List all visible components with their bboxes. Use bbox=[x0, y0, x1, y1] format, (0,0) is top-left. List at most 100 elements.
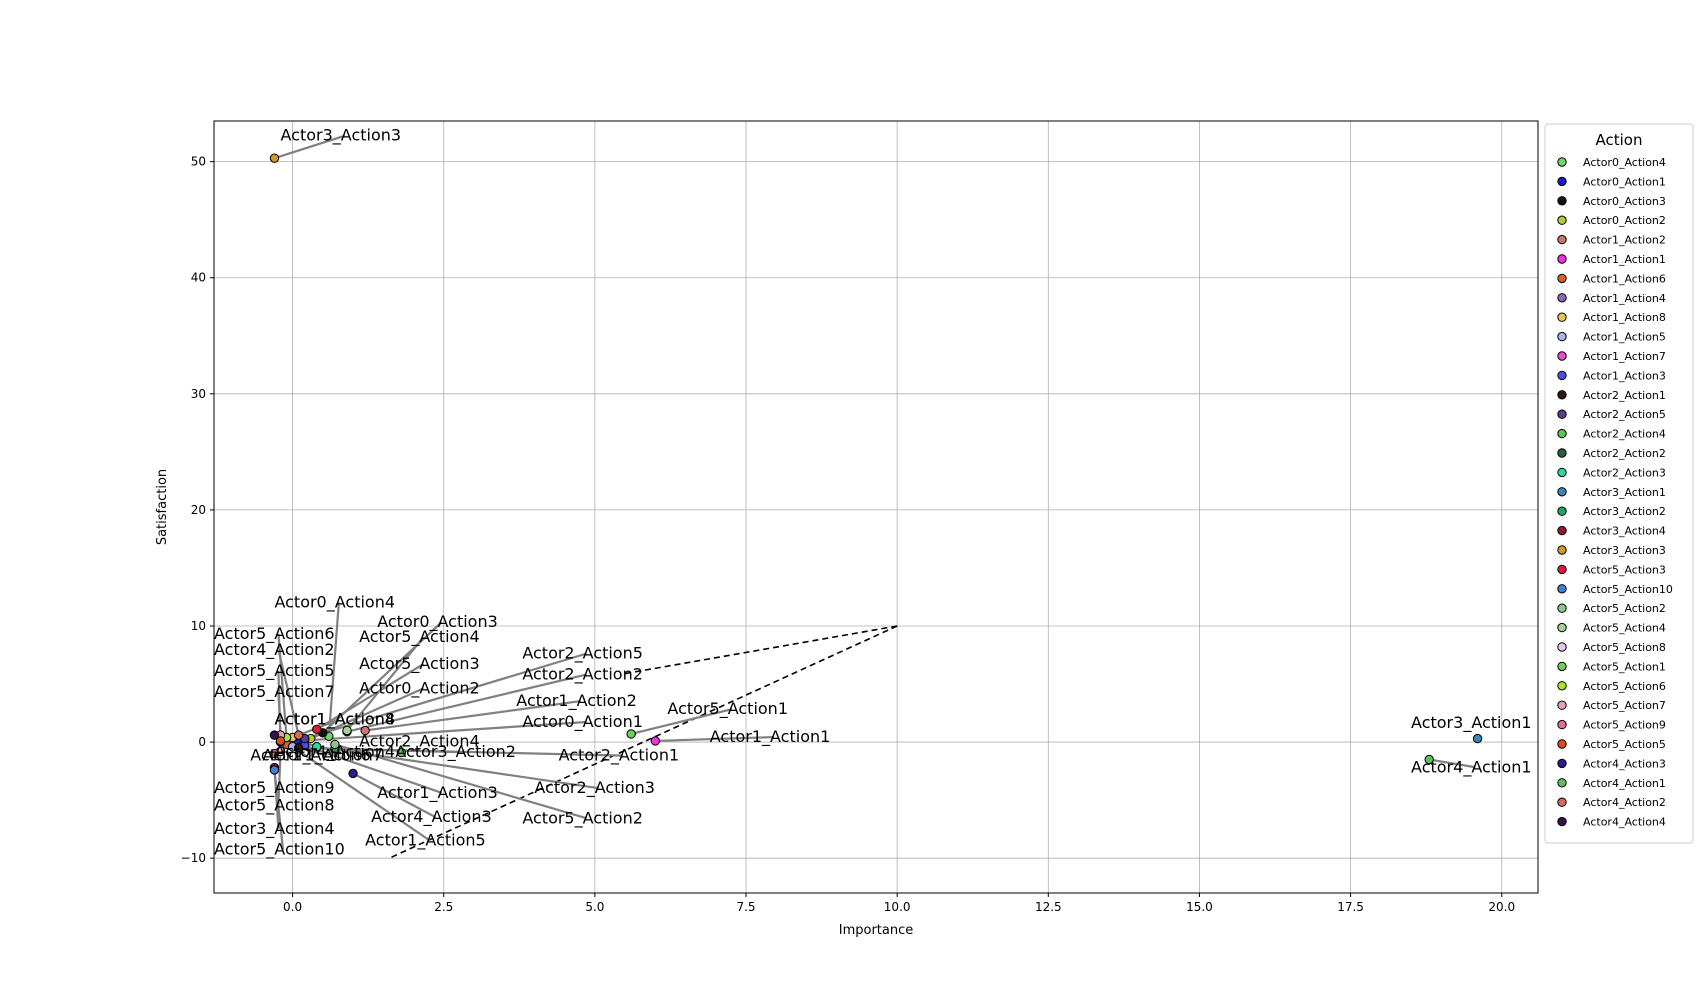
legend-label-actor5-action8: Actor5_Action8 bbox=[1583, 641, 1666, 654]
label-leaders bbox=[273, 134, 1476, 850]
point-label-actor5-action9: Actor5_Action9 bbox=[214, 778, 335, 798]
point-label-actor2-action4: Actor2_Action4 bbox=[359, 732, 480, 752]
legend-marker-actor3-action4 bbox=[1557, 525, 1567, 536]
legend-marker-actor0-action4 bbox=[1557, 157, 1567, 167]
x-tick-label: 10.0 bbox=[884, 900, 911, 914]
legend-label-actor4-action4: Actor4_Action4 bbox=[1583, 816, 1666, 829]
legend-marker-actor5-action9 bbox=[1557, 719, 1567, 730]
point-label-actor2-action5: Actor2_Action5 bbox=[522, 643, 643, 663]
point-actor2-action3 bbox=[312, 742, 322, 752]
point-label-actor1-action7: Actor1_Action7 bbox=[262, 746, 383, 766]
legend-label-actor4-action2: Actor4_Action2 bbox=[1583, 796, 1666, 809]
point-actor5-action1 bbox=[626, 729, 636, 739]
leader-line-actor1-action2 bbox=[364, 700, 581, 732]
legend-title: Action bbox=[1596, 131, 1643, 149]
point-actor5-action3 bbox=[312, 724, 322, 735]
legend-marker-actor0-action3 bbox=[1557, 196, 1567, 206]
point-label-actor3-action4: Actor3_Action4 bbox=[214, 819, 335, 839]
x-tick-label: 0.0 bbox=[283, 900, 302, 914]
point-label-actor0-action1: Actor0_Action1 bbox=[522, 712, 643, 732]
y-tick-label: 50 bbox=[191, 155, 206, 169]
legend-marker-actor1-action6 bbox=[1557, 273, 1567, 284]
x-tick-label: 17.5 bbox=[1337, 900, 1364, 914]
point-label-actor5-action1: Actor5_Action1 bbox=[667, 699, 788, 719]
legend-marker-actor2-action2 bbox=[1557, 448, 1567, 458]
legend-label-actor1-action5: Actor1_Action5 bbox=[1583, 331, 1666, 344]
point-actor4-action2 bbox=[293, 730, 304, 740]
legend-marker-actor1-action1 bbox=[1557, 254, 1567, 264]
leader-line-actor4-action2 bbox=[277, 649, 300, 736]
point-actor5-action9 bbox=[269, 748, 280, 759]
point-label-actor1-action2: Actor1_Action2 bbox=[516, 691, 637, 711]
legend-marker-actor5-action5 bbox=[1557, 739, 1567, 749]
point-label-actor5-action2: Actor5_Action2 bbox=[522, 808, 643, 828]
legend-label-actor3-action2: Actor3_Action2 bbox=[1583, 505, 1666, 518]
legend-label-actor5-action4: Actor5_Action4 bbox=[1583, 622, 1666, 635]
legend-marker-actor2-action4 bbox=[1557, 428, 1567, 439]
point-label-actor5-action8: Actor5_Action8 bbox=[214, 796, 335, 816]
point-actor4-action3 bbox=[348, 768, 358, 779]
point-label-actor2-action3: Actor2_Action3 bbox=[534, 778, 655, 798]
legend-label-actor5-action1: Actor5_Action1 bbox=[1583, 660, 1666, 673]
point-label-actor5-action3: Actor5_Action3 bbox=[359, 654, 480, 674]
legend-marker-actor4-action2 bbox=[1557, 797, 1567, 807]
legend-marker-actor5-action7 bbox=[1557, 700, 1567, 710]
legend-marker-actor5-action2 bbox=[1557, 603, 1567, 613]
plot-frame bbox=[213, 120, 1539, 894]
legend-marker-actor4-action4 bbox=[1557, 816, 1567, 827]
legend-label-actor0-action3: Actor0_Action3 bbox=[1583, 195, 1666, 208]
legend-box bbox=[1544, 123, 1694, 844]
point-actor2-action4 bbox=[396, 747, 407, 758]
point-label-actor1-action5: Actor1_Action5 bbox=[365, 830, 486, 850]
legend-marker-actor4-action1 bbox=[1557, 778, 1567, 788]
data-points bbox=[269, 153, 1483, 779]
legend-marker-actor4-action3 bbox=[1557, 758, 1567, 769]
leader-line-actor0-action1 bbox=[298, 720, 587, 743]
legend-label-actor1-action4: Actor1_Action4 bbox=[1583, 292, 1666, 305]
legend-label-actor5-action9: Actor5_Action9 bbox=[1583, 719, 1666, 732]
reference-dashed-line bbox=[624, 625, 898, 675]
legend-label-actor1-action6: Actor1_Action6 bbox=[1583, 272, 1666, 285]
legend-label-actor3-action3: Actor3_Action3 bbox=[1583, 544, 1666, 557]
leader-line-actor3-action3 bbox=[274, 134, 346, 160]
legend-marker-actor1-action4 bbox=[1557, 293, 1567, 303]
point-actor5-action4 bbox=[342, 725, 352, 736]
leader-line-actor2-action2 bbox=[346, 673, 587, 733]
legend-label-actor2-action3: Actor2_Action3 bbox=[1583, 466, 1666, 479]
legend-marker-actor5-action3 bbox=[1557, 564, 1567, 575]
legend-marker-actor1-action5 bbox=[1557, 331, 1567, 342]
point-actor5-action5 bbox=[275, 736, 286, 746]
point-label-actor0-action4: Actor0_Action4 bbox=[274, 592, 395, 612]
point-label-actor5-action4: Actor5_Action4 bbox=[359, 627, 480, 647]
y-tick-label: 0 bbox=[198, 735, 206, 749]
y-axis-label: Satisfaction bbox=[155, 469, 170, 545]
legend-label-actor1-action8: Actor1_Action8 bbox=[1583, 311, 1666, 324]
legend-label-actor1-action1: Actor1_Action1 bbox=[1583, 253, 1666, 266]
leader-line-actor5-action8 bbox=[277, 751, 282, 806]
point-label-actor4-action2: Actor4_Action2 bbox=[214, 640, 335, 660]
legend-label-actor0-action4: Actor0_Action4 bbox=[1583, 156, 1666, 169]
point-label-actor1-action3: Actor1_Action3 bbox=[377, 783, 498, 803]
legend-marker-actor3-action3 bbox=[1557, 545, 1567, 555]
leader-line-actor5-action2 bbox=[334, 743, 588, 820]
grid bbox=[214, 121, 1538, 893]
legend-marker-actor5-action10 bbox=[1557, 584, 1567, 594]
legend-marker-actor0-action2 bbox=[1557, 215, 1567, 225]
legend-marker-actor2-action1 bbox=[1557, 390, 1567, 400]
leader-line-actor4-action3 bbox=[352, 772, 437, 819]
y-tick-label: −10 bbox=[181, 851, 206, 865]
legend-marker-actor5-action1 bbox=[1557, 661, 1567, 672]
point-label-actor5-action6: Actor5_Action6 bbox=[214, 624, 335, 644]
reference-dashed-line bbox=[388, 625, 898, 859]
x-tick-label: 5.0 bbox=[585, 900, 604, 914]
legend-marker-actor5-action6 bbox=[1557, 681, 1567, 691]
x-axis-label: Importance bbox=[839, 923, 914, 938]
x-tick-label: 15.0 bbox=[1186, 900, 1213, 914]
point-label-actor1-action4: Actor1_Action4 bbox=[274, 710, 395, 730]
point-label-actor2-action2: Actor2_Action2 bbox=[522, 664, 643, 684]
leader-line-actor0-action4 bbox=[327, 602, 340, 737]
point-label-actor0-action3: Actor0_Action3 bbox=[377, 612, 498, 632]
legend-label-actor5-action10: Actor5_Action10 bbox=[1583, 583, 1673, 596]
point-actor5-action10 bbox=[269, 765, 280, 775]
point-label-actor1-action6: Actor1_Action6 bbox=[250, 746, 371, 766]
